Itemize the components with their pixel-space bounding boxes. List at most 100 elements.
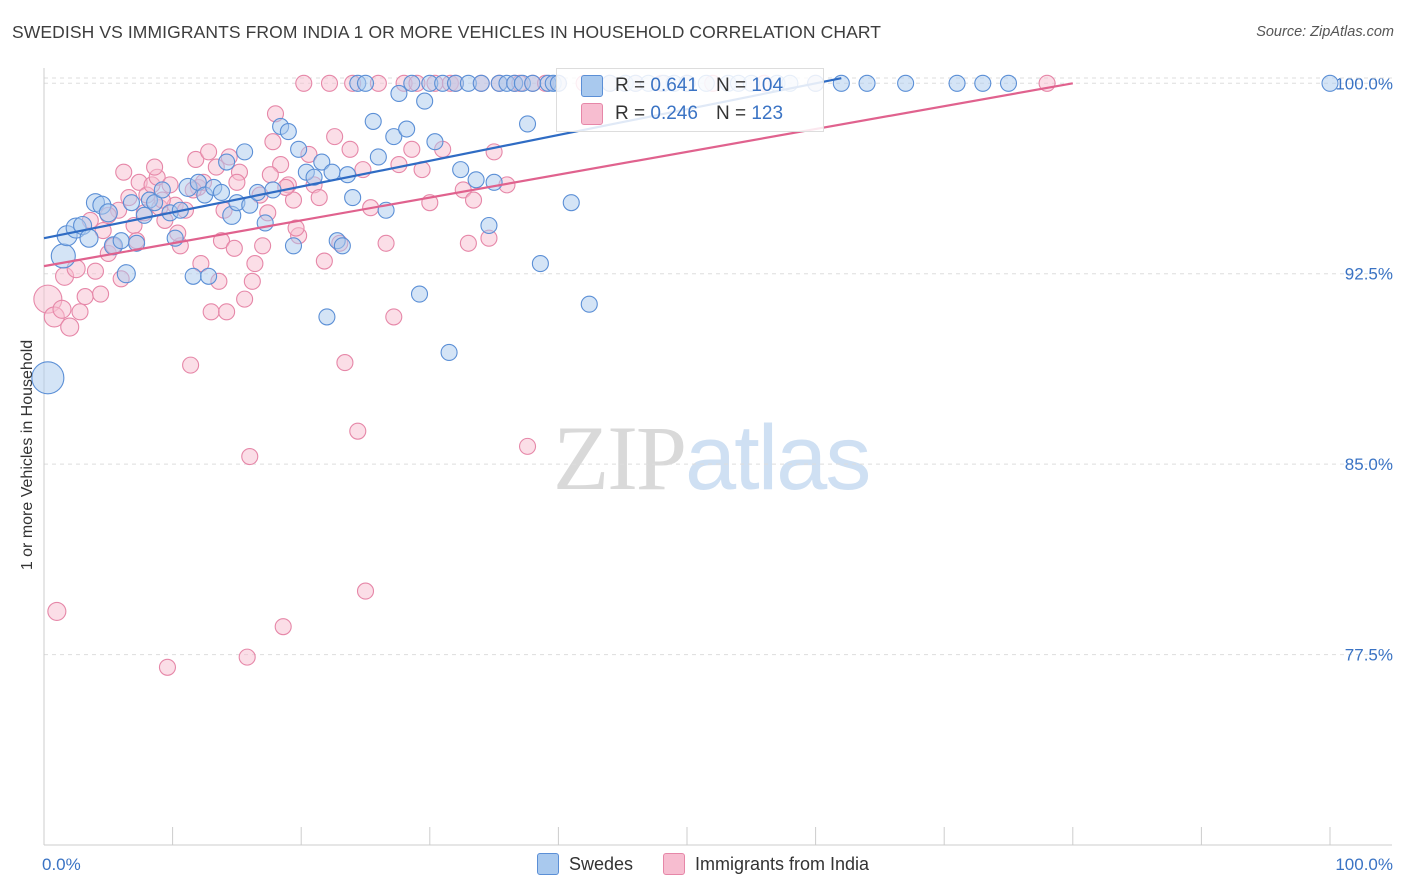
stats-swatch-india (581, 103, 603, 125)
point-india-38 (212, 232, 231, 250)
point-swedes-82 (580, 295, 598, 313)
point-swedes-42 (313, 153, 331, 171)
point-swedes-77 (531, 255, 549, 273)
point-india-62 (320, 74, 339, 92)
legend: Swedes Immigrants from India (0, 852, 1406, 876)
point-india-5 (60, 317, 80, 337)
y-tick-label-1: 92.5% (1345, 265, 1393, 284)
point-swedes-12 (122, 194, 140, 212)
point-swedes-101 (974, 74, 992, 92)
point-swedes-48 (344, 189, 362, 207)
point-swedes-31 (236, 143, 254, 161)
point-india-35 (200, 143, 218, 161)
point-swedes-75 (518, 115, 537, 133)
point-india-111 (146, 158, 164, 176)
stats-box: R = 0.641 N = 104 R = 0.246 N = 123 (556, 68, 824, 132)
point-india-66 (341, 140, 359, 158)
point-swedes-13 (128, 234, 146, 252)
point-swedes-17 (153, 181, 171, 199)
point-india-74 (385, 308, 403, 326)
point-india-95 (518, 437, 537, 455)
stats-row-swedes: R = 0.641 N = 104 (557, 73, 783, 99)
point-swedes-0 (31, 361, 65, 395)
point-swedes-37 (279, 123, 297, 141)
point-swedes-25 (200, 267, 218, 285)
point-india-61 (315, 252, 333, 270)
point-swedes-28 (218, 153, 236, 171)
legend-item-india[interactable]: Immigrants from India (662, 853, 870, 875)
point-swedes-68 (472, 74, 490, 92)
watermark-zip: ZIP (553, 407, 687, 509)
point-india-68 (349, 422, 367, 440)
point-swedes-8 (98, 203, 118, 223)
point-swedes-46 (333, 237, 351, 255)
point-india-41 (225, 239, 243, 257)
point-swedes-35 (264, 181, 282, 199)
point-india-53 (274, 618, 292, 636)
y-tick-label-3: 77.5% (1345, 646, 1393, 665)
point-india-50 (264, 133, 282, 151)
point-india-46 (246, 255, 264, 273)
legend-label-india: Immigrants from India (694, 853, 870, 874)
point-india-75 (390, 156, 408, 174)
point-india-26 (158, 658, 177, 676)
point-india-16 (115, 163, 133, 181)
stats-r-label-swedes: R = (615, 75, 646, 96)
point-swedes-102 (999, 74, 1018, 92)
stats-n-label-india: N = (715, 103, 747, 124)
point-india-44 (238, 648, 256, 666)
point-india-8 (76, 288, 94, 306)
stats-n-value-india: 123 (751, 103, 784, 124)
point-swedes-10 (112, 232, 130, 250)
stats-r-value-swedes: 0.641 (650, 75, 698, 96)
stats-n-value-swedes: 104 (751, 75, 784, 96)
point-india-45 (241, 447, 259, 466)
stats-r-label-india: R = (615, 103, 646, 124)
point-india-120 (261, 166, 279, 184)
point-swedes-16 (146, 194, 164, 212)
point-swedes-98 (858, 74, 876, 92)
point-india-119 (243, 272, 261, 290)
trend-line-india (43, 82, 1073, 268)
point-swedes-50 (356, 74, 375, 92)
point-india-122 (287, 219, 305, 237)
point-india-2 (47, 601, 67, 621)
point-india-36 (202, 303, 220, 321)
point-swedes-51 (364, 112, 382, 130)
point-swedes-5 (79, 228, 99, 248)
legend-item-swedes[interactable]: Swedes (536, 853, 633, 875)
legend-swatch-india (662, 853, 685, 875)
point-swedes-27 (212, 183, 231, 202)
point-swedes-81 (562, 194, 580, 212)
x-tick-label-0: 0.0% (42, 855, 81, 874)
point-swedes-57 (403, 74, 421, 92)
y-tick-label-0: 100.0% (1335, 74, 1393, 93)
point-swedes-76 (524, 74, 542, 92)
point-india-10 (86, 262, 104, 280)
point-swedes-58 (410, 285, 429, 303)
stats-r-value-india: 0.246 (650, 103, 698, 124)
source-credit: Source: ZipAtlas.com (1256, 24, 1394, 40)
point-india-52 (272, 156, 290, 174)
point-swedes-52 (369, 148, 387, 166)
point-swedes-55 (390, 84, 408, 103)
point-india-57 (295, 74, 313, 92)
point-india-48 (254, 237, 272, 255)
point-swedes-99 (897, 74, 915, 92)
point-india-86 (459, 234, 477, 252)
point-swedes-38 (284, 237, 303, 255)
point-swedes-56 (398, 120, 416, 138)
point-india-43 (236, 290, 254, 308)
point-india-87 (464, 191, 483, 209)
point-swedes-44 (323, 163, 341, 181)
point-swedes-100 (948, 74, 966, 92)
watermark-atlas: atlas (685, 407, 871, 509)
point-swedes-33 (248, 183, 267, 202)
point-india-118 (228, 173, 246, 191)
point-india-73 (377, 234, 395, 252)
chart-title: SWEDISH VS IMMIGRANTS FROM INDIA 1 OR MO… (12, 22, 882, 42)
point-swedes-39 (290, 140, 308, 158)
stats-swatch-swedes (581, 75, 603, 97)
point-india-55 (284, 191, 303, 209)
